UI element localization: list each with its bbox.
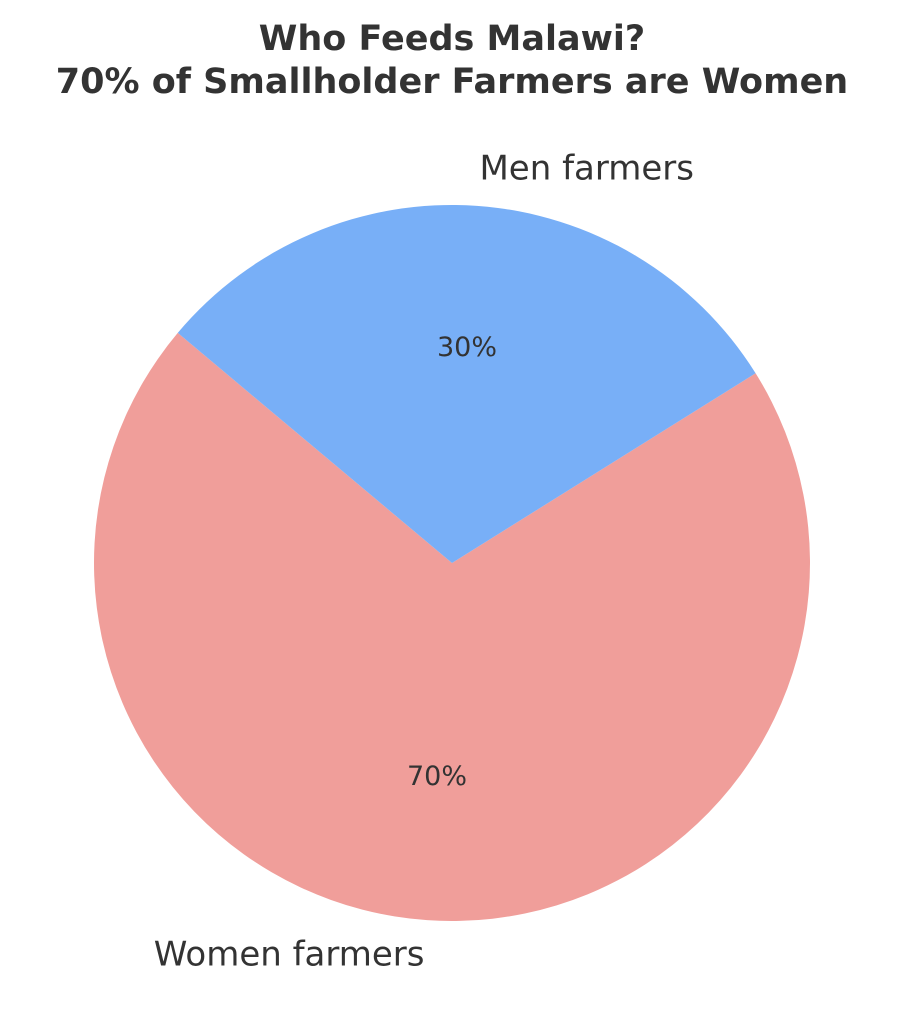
pie-slice [93, 332, 811, 921]
chart-title: Who Feeds Malawi? [259, 19, 646, 59]
slice-label: Women farmers [154, 934, 425, 974]
chart-title: 70% of Smallholder Farmers are Women [56, 62, 848, 102]
value-label: 70% [407, 761, 467, 792]
slice-label: Men farmers [479, 149, 694, 189]
pie-slice [177, 205, 756, 563]
value-label: 30% [437, 332, 497, 363]
